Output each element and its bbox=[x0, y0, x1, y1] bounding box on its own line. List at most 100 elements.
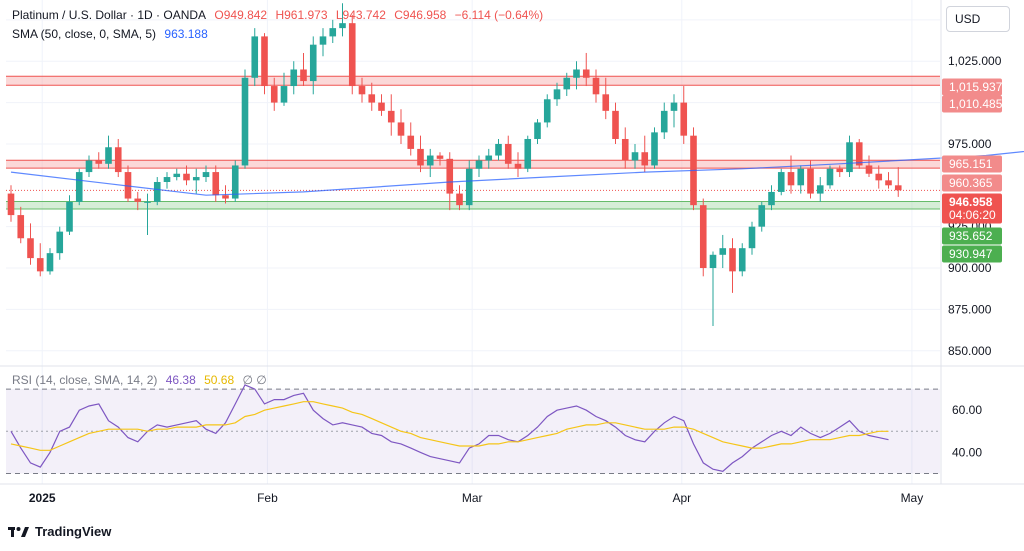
time-tick-label: May bbox=[901, 491, 924, 505]
price-label-box bbox=[942, 78, 1002, 96]
candle-body bbox=[7, 193, 15, 216]
candle-body bbox=[846, 142, 853, 173]
time-tick-labels: 2025 Feb Mar Apr May bbox=[29, 491, 923, 505]
candle-body bbox=[719, 248, 727, 255]
price-label-box bbox=[942, 227, 1002, 245]
candle-body bbox=[768, 191, 775, 206]
candles-group bbox=[7, 3, 902, 326]
candle-body bbox=[261, 36, 268, 87]
candle-body bbox=[729, 248, 736, 272]
rsi-legend: RSI (14, close, SMA, 14, 2) 46.38 50.68 … bbox=[12, 373, 272, 387]
candle-body bbox=[758, 205, 766, 227]
candle-body bbox=[397, 122, 405, 136]
candle-body bbox=[163, 177, 171, 182]
candle-body bbox=[368, 94, 376, 103]
candle-body bbox=[387, 110, 395, 123]
price-tick-label: 1,025.000 bbox=[948, 54, 1002, 68]
candle-body bbox=[378, 102, 385, 111]
price-label-box bbox=[942, 95, 1002, 113]
price-label: 960.365 bbox=[949, 176, 993, 190]
candle-body bbox=[222, 195, 229, 199]
brand-label: TradingView bbox=[35, 523, 112, 539]
candle-body bbox=[407, 135, 415, 149]
price-label: 965.151 bbox=[949, 157, 993, 171]
countdown-label: 04:06:20 bbox=[949, 208, 996, 222]
candle-body bbox=[358, 86, 366, 95]
time-tick-label: Mar bbox=[462, 491, 483, 505]
candle-body bbox=[797, 168, 805, 186]
candle-body bbox=[95, 160, 103, 164]
candle-body bbox=[27, 238, 34, 259]
candle-body bbox=[105, 147, 112, 164]
candle-body bbox=[894, 185, 902, 191]
candle-body bbox=[456, 193, 463, 206]
candle-body bbox=[621, 138, 629, 161]
symbol-legend: Platinum / U.S. Dollar · 1D · OANDA O949… bbox=[12, 8, 548, 22]
price-label: 1,015.937 bbox=[949, 80, 1003, 94]
rsi-tick-label: 60.00 bbox=[952, 403, 982, 417]
candle-body bbox=[534, 122, 541, 139]
price-label-box bbox=[942, 174, 1002, 192]
candle-body bbox=[807, 168, 814, 194]
candle-body bbox=[134, 198, 142, 202]
price-tick-label: 975.000 bbox=[948, 137, 992, 151]
price-label: 935.652 bbox=[949, 229, 993, 243]
sma-value: 963.188 bbox=[164, 27, 208, 41]
resistance-zone bbox=[6, 76, 940, 86]
price-label: 946.958 bbox=[949, 195, 993, 209]
candle-body bbox=[612, 110, 619, 139]
rsi-sma-value: 50.68 bbox=[204, 373, 235, 387]
candle-body bbox=[36, 258, 44, 272]
candle-body bbox=[592, 77, 600, 95]
rsi-line bbox=[10, 384, 889, 472]
candle-body bbox=[309, 44, 317, 82]
support-zone bbox=[6, 201, 940, 210]
candle-body bbox=[300, 69, 307, 82]
candle-body bbox=[777, 172, 785, 192]
candle-body bbox=[836, 168, 844, 173]
candle-body bbox=[114, 147, 122, 173]
candle-body bbox=[504, 143, 512, 164]
open-value: O949.842 bbox=[214, 8, 268, 22]
rsi-label: RSI (14, close, SMA, 14, 2) bbox=[12, 373, 158, 387]
candle-body bbox=[270, 86, 278, 103]
candle-body bbox=[582, 69, 590, 78]
price-label: 1,010.485 bbox=[949, 97, 1003, 111]
candle-body bbox=[699, 205, 707, 269]
price-label-box bbox=[942, 193, 1002, 211]
candle-body bbox=[124, 172, 132, 199]
candle-body bbox=[495, 143, 502, 156]
candle-body bbox=[602, 94, 610, 111]
candle-body bbox=[231, 165, 239, 199]
price-label-box bbox=[942, 245, 1002, 263]
candle-body bbox=[660, 110, 668, 133]
candle-body bbox=[17, 215, 25, 239]
price-tick-label: 850.000 bbox=[948, 344, 992, 358]
candle-body bbox=[46, 253, 54, 272]
tradingview-logo-icon bbox=[8, 527, 29, 537]
candle-body bbox=[475, 160, 483, 169]
currency-button[interactable]: USD bbox=[946, 6, 1010, 32]
candle-body bbox=[339, 23, 346, 29]
candle-body bbox=[651, 132, 658, 166]
candle-body bbox=[680, 102, 688, 136]
rsi-tick-labels: 60.00 40.00 bbox=[952, 403, 982, 459]
candle-body bbox=[641, 152, 649, 166]
candle-body bbox=[436, 155, 444, 159]
sma-legend: SMA (50, close, 0, SMA, 5) 963.188 bbox=[12, 27, 213, 41]
candle-body bbox=[855, 142, 863, 166]
candle-body bbox=[709, 254, 717, 269]
price-label-box bbox=[942, 206, 1002, 224]
candle-body bbox=[816, 185, 824, 194]
candle-body bbox=[514, 163, 522, 169]
candle-body bbox=[66, 201, 73, 232]
candle-body bbox=[75, 172, 83, 202]
candle-body bbox=[56, 231, 64, 254]
high-value: H961.973 bbox=[275, 8, 328, 22]
time-tick-label: Apr bbox=[672, 491, 691, 505]
time-tick-label: 2025 bbox=[29, 491, 56, 505]
price-label-box bbox=[942, 155, 1002, 173]
sma-50-line bbox=[10, 150, 1024, 196]
